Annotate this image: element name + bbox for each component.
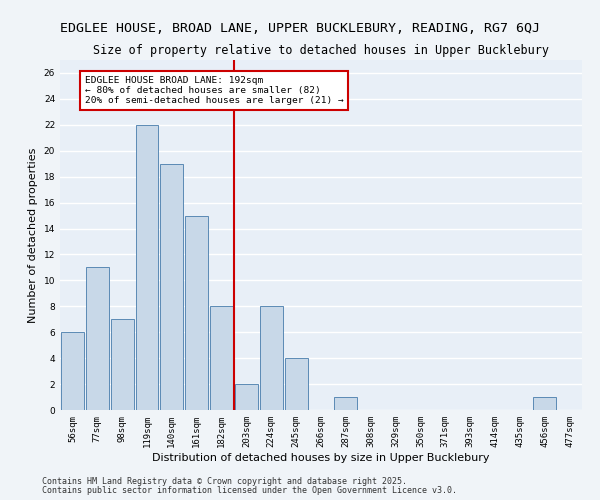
Bar bbox=[185, 216, 208, 410]
Bar bbox=[61, 332, 84, 410]
Bar bbox=[334, 397, 357, 410]
Text: Contains public sector information licensed under the Open Government Licence v3: Contains public sector information licen… bbox=[42, 486, 457, 495]
Bar bbox=[210, 306, 233, 410]
Text: Contains HM Land Registry data © Crown copyright and database right 2025.: Contains HM Land Registry data © Crown c… bbox=[42, 477, 407, 486]
Title: Size of property relative to detached houses in Upper Bucklebury: Size of property relative to detached ho… bbox=[93, 44, 549, 58]
Text: EDGLEE HOUSE, BROAD LANE, UPPER BUCKLEBURY, READING, RG7 6QJ: EDGLEE HOUSE, BROAD LANE, UPPER BUCKLEBU… bbox=[60, 22, 540, 36]
Bar bbox=[86, 268, 109, 410]
Y-axis label: Number of detached properties: Number of detached properties bbox=[28, 148, 38, 322]
Bar bbox=[160, 164, 183, 410]
Bar bbox=[136, 125, 158, 410]
Bar bbox=[111, 320, 134, 410]
Bar bbox=[285, 358, 308, 410]
Text: EDGLEE HOUSE BROAD LANE: 192sqm
← 80% of detached houses are smaller (82)
20% of: EDGLEE HOUSE BROAD LANE: 192sqm ← 80% of… bbox=[85, 76, 344, 106]
Bar bbox=[260, 306, 283, 410]
X-axis label: Distribution of detached houses by size in Upper Bucklebury: Distribution of detached houses by size … bbox=[152, 452, 490, 462]
Bar bbox=[235, 384, 258, 410]
Bar bbox=[533, 397, 556, 410]
